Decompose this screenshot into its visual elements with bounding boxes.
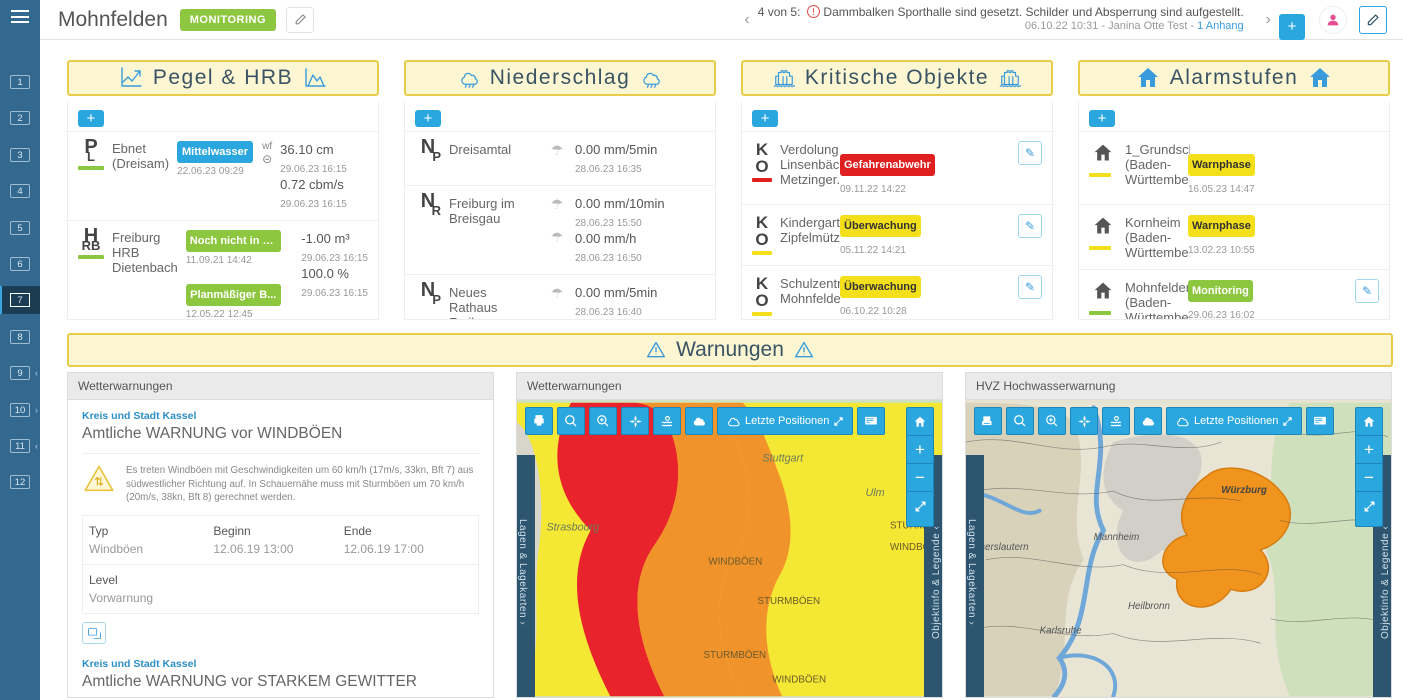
- svg-text:⇅: ⇅: [94, 476, 103, 488]
- svg-text:STURMBÖEN: STURMBÖEN: [757, 596, 820, 607]
- svg-text:Würzburg: Würzburg: [1221, 485, 1267, 496]
- svg-text:STURMBÖEN: STURMBÖEN: [704, 650, 767, 661]
- svg-text:Strasbourg: Strasbourg: [546, 521, 599, 533]
- svg-text:Karlsruhe: Karlsruhe: [1040, 625, 1082, 636]
- svg-text:Ulm: Ulm: [865, 487, 884, 499]
- svg-text:WINDBÖEN: WINDBÖEN: [772, 675, 826, 686]
- svg-text:Heilbronn: Heilbronn: [1128, 601, 1170, 612]
- svg-text:Mannheim: Mannheim: [1094, 532, 1140, 543]
- svg-text:WINDBÖEN: WINDBÖEN: [708, 557, 762, 568]
- svg-text:Stuttgart: Stuttgart: [762, 453, 804, 465]
